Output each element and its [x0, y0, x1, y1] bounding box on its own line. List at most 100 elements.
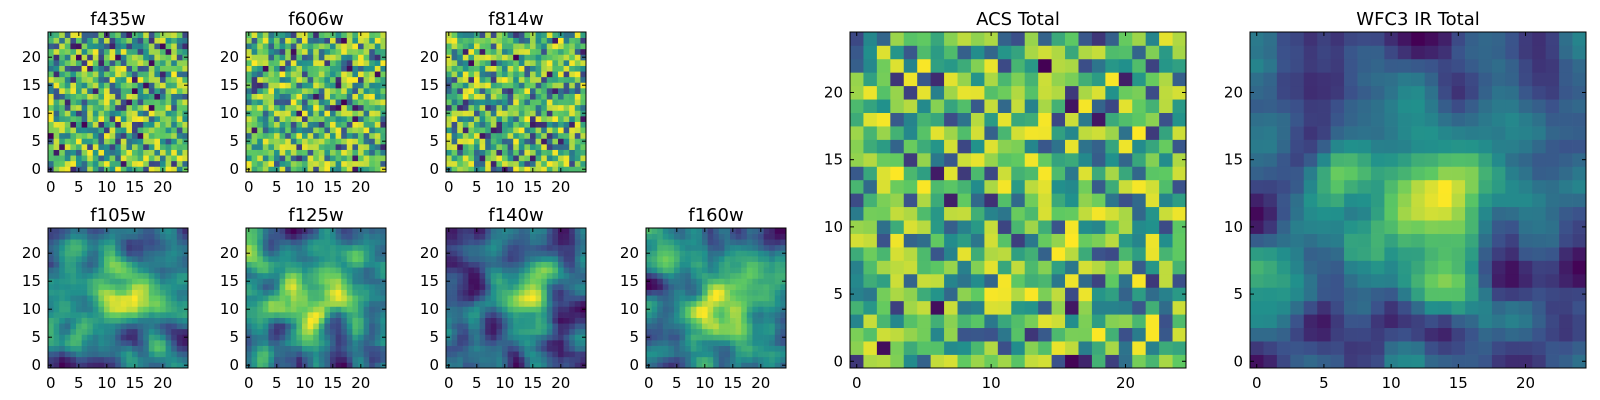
- heatmap-cell: [109, 312, 116, 318]
- heatmap-cell: [541, 132, 548, 139]
- heatmap-cell: [690, 323, 697, 330]
- heatmap-cell: [535, 60, 542, 66]
- heatmap-cell: [70, 250, 77, 257]
- heatmap-cell: [352, 284, 359, 290]
- heatmap-cell: [109, 76, 116, 83]
- heatmap-cell: [81, 144, 88, 150]
- heatmap-cell: [546, 32, 553, 38]
- heatmap-cell: [98, 144, 105, 150]
- heatmap-cell: [707, 300, 714, 307]
- heatmap-cell: [279, 351, 286, 358]
- heatmap-cell: [137, 166, 144, 173]
- heatmap-cell: [274, 312, 280, 318]
- heatmap-cell: [451, 110, 458, 117]
- heatmap-cell: [313, 250, 320, 257]
- heatmap-cell: [132, 239, 138, 246]
- heatmap-cell: [257, 99, 264, 106]
- heatmap-cell: [707, 256, 714, 262]
- heatmap-cell: [115, 244, 122, 251]
- heatmap-cell: [76, 356, 82, 363]
- heatmap-cell: [143, 43, 150, 50]
- heatmap-cell: [507, 289, 514, 296]
- heatmap-cell: [81, 244, 88, 251]
- heatmap-cell: [290, 121, 297, 128]
- heatmap-cell: [1011, 287, 1026, 302]
- heatmap-cell: [257, 340, 264, 346]
- heatmap-cell: [143, 88, 150, 94]
- heatmap-cell: [546, 244, 553, 251]
- heatmap-cell: [120, 340, 127, 346]
- heatmap-cell: [358, 351, 364, 358]
- heatmap-cell: [541, 104, 548, 111]
- heatmap-cell: [1105, 193, 1120, 208]
- heatmap-cell: [137, 345, 144, 352]
- heatmap-cell: [763, 351, 770, 358]
- heatmap-cell: [552, 334, 559, 341]
- heatmap-cell: [502, 284, 508, 290]
- heatmap-cell: [970, 166, 985, 181]
- heatmap-cell: [358, 345, 364, 352]
- heatmap-cell: [171, 160, 178, 167]
- heatmap-cell: [668, 334, 675, 341]
- heatmap-cell: [341, 37, 348, 44]
- heatmap-cell: [546, 76, 553, 83]
- heatmap-cell: [490, 88, 497, 94]
- heatmap-cell: [746, 323, 753, 330]
- heatmap-cell: [246, 127, 252, 134]
- heatmap-cell: [132, 284, 138, 290]
- heatmap-cell: [774, 351, 781, 358]
- heatmap-cell: [546, 60, 553, 66]
- heatmap-cell: [657, 244, 664, 251]
- heatmap-cell: [285, 99, 292, 106]
- heatmap-cell: [81, 323, 88, 330]
- heatmap-cell: [374, 110, 381, 117]
- y-tick-label: 0: [429, 356, 439, 374]
- heatmap-cell: [165, 104, 172, 111]
- heatmap-cell: [279, 155, 286, 162]
- heatmap-cell: [758, 312, 764, 318]
- heatmap-cell: [363, 76, 370, 83]
- heatmap-cell: [120, 149, 127, 156]
- heatmap-cell: [479, 261, 486, 268]
- heatmap-cell: [490, 334, 497, 341]
- heatmap-cell: [268, 244, 275, 251]
- heatmap-cell: [285, 228, 292, 234]
- heatmap-cell: [115, 284, 122, 290]
- heatmap-cell: [690, 328, 697, 335]
- heatmap-cell: [115, 121, 122, 128]
- heatmap-cell: [98, 328, 105, 335]
- heatmap-cell: [507, 144, 514, 150]
- heatmap-cell: [674, 239, 680, 246]
- heatmap-cell: [182, 312, 189, 318]
- heatmap-cell: [120, 239, 127, 246]
- heatmap-cell: [369, 323, 376, 330]
- heatmap-cell: [541, 166, 548, 173]
- heatmap-cell: [81, 43, 88, 50]
- heatmap-cell: [574, 116, 581, 122]
- heatmap-cell: [335, 267, 342, 274]
- heatmap-cell: [87, 82, 94, 89]
- heatmap-cell: [154, 345, 161, 352]
- heatmap-cell: [374, 261, 381, 268]
- heatmap-cell: [132, 82, 138, 89]
- heatmap-cell: [59, 356, 66, 363]
- heatmap-cell: [324, 239, 331, 246]
- heatmap-cell: [1159, 166, 1173, 181]
- heatmap-cell: [302, 233, 308, 240]
- heatmap-cell: [563, 37, 570, 44]
- heatmap-cell: [171, 48, 178, 55]
- heatmap-cell: [285, 160, 292, 167]
- heatmap-cell: [518, 48, 525, 55]
- heatmap-cell: [702, 323, 708, 330]
- heatmap-cell: [176, 256, 183, 262]
- heatmap-cell: [341, 121, 348, 128]
- heatmap-cell: [552, 362, 559, 369]
- heatmap-cell: [120, 76, 127, 83]
- heatmap-cell: [279, 256, 286, 262]
- heatmap-cell: [369, 233, 376, 240]
- heatmap-cell: [490, 60, 497, 66]
- heatmap-cell: [148, 289, 155, 296]
- heatmap-cell: [104, 250, 110, 257]
- heatmap-cell: [524, 76, 531, 83]
- heatmap-cell: [48, 88, 54, 94]
